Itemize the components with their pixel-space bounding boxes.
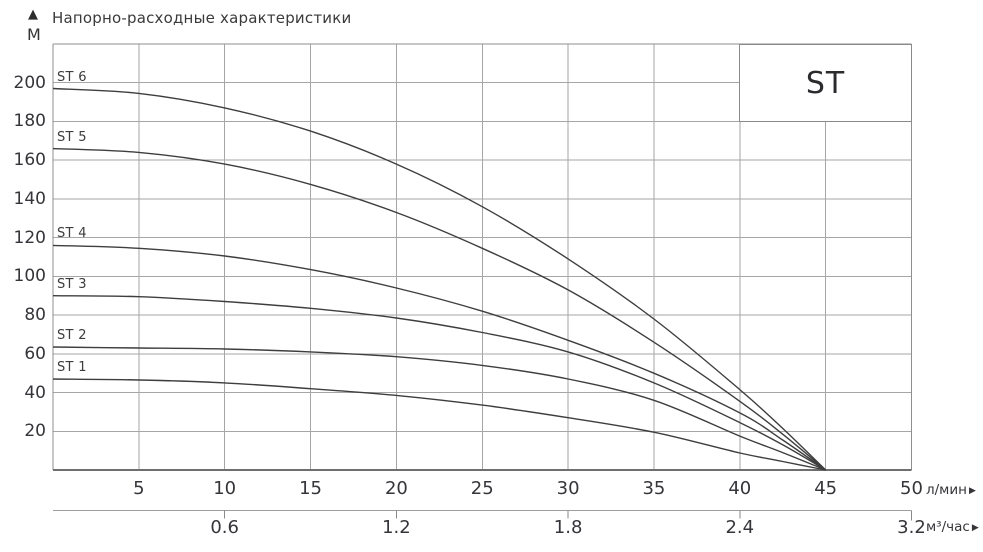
x-tick-label: 15 bbox=[299, 478, 322, 499]
x-axis-unit-label: л/мин bbox=[926, 482, 967, 498]
x-tick-label: 5 bbox=[133, 478, 145, 499]
y-axis-unit-label: М bbox=[27, 25, 41, 44]
y-tick-label: 120 bbox=[13, 227, 46, 248]
x2-axis-unit: м³/час ▶ bbox=[926, 519, 979, 535]
y-tick-label: 100 bbox=[13, 266, 46, 287]
x2-tick-label: 3.2 bbox=[897, 517, 926, 538]
curve-label: ST 1 bbox=[57, 359, 87, 375]
x2-tick-label: 1.8 bbox=[553, 517, 583, 538]
x-axis-unit: л/мин ▶ bbox=[926, 482, 976, 498]
x-tick-label: 40 bbox=[728, 478, 752, 499]
curve-st-4 bbox=[52, 244, 827, 471]
curve-label: ST 5 bbox=[57, 129, 87, 145]
x-tick-label: 45 bbox=[814, 478, 838, 499]
right-arrow-icon: ▶ bbox=[971, 522, 979, 533]
curve-st-5 bbox=[52, 147, 827, 471]
x-tick-label: 50 bbox=[900, 478, 923, 499]
curve-label: ST 3 bbox=[57, 276, 87, 292]
curve-label: ST 2 bbox=[57, 328, 87, 344]
y-tick-label: 80 bbox=[24, 305, 46, 326]
curve-st-6 bbox=[52, 87, 827, 471]
x-tick-label: 10 bbox=[213, 478, 237, 499]
y-axis-up-arrow-icon: ▲ bbox=[28, 7, 38, 22]
y-tick-label: 140 bbox=[13, 188, 46, 209]
curve-st-3 bbox=[52, 295, 826, 471]
x2-tick-label: 0.6 bbox=[210, 517, 239, 538]
x2-axis-unit-label: м³/час bbox=[926, 519, 970, 535]
y-tick-label: 20 bbox=[24, 421, 46, 442]
y-tick-label: 160 bbox=[13, 150, 46, 171]
y-tick-label: 60 bbox=[24, 343, 46, 364]
x2-tick-label: 1.2 bbox=[382, 517, 411, 538]
chart-title: Напорно-расходные характеристики bbox=[52, 9, 352, 27]
curve-st-2 bbox=[52, 346, 826, 471]
curve-st-1 bbox=[52, 378, 826, 471]
y-tick-label: 180 bbox=[13, 111, 46, 132]
x-tick-label: 25 bbox=[470, 478, 494, 499]
curve-label: ST 6 bbox=[57, 69, 87, 85]
x2-tick-label: 2.4 bbox=[725, 517, 755, 538]
right-arrow-icon: ▶ bbox=[968, 485, 976, 496]
legend-label: ST bbox=[805, 65, 846, 101]
y-tick-label: 40 bbox=[24, 382, 46, 403]
x-tick-label: 30 bbox=[556, 478, 580, 499]
legend-box: ST bbox=[739, 44, 912, 122]
x-tick-label: 35 bbox=[642, 478, 666, 499]
y-tick-label: 200 bbox=[13, 72, 46, 93]
x-tick-label: 20 bbox=[384, 478, 408, 499]
curve-label: ST 4 bbox=[57, 226, 87, 242]
